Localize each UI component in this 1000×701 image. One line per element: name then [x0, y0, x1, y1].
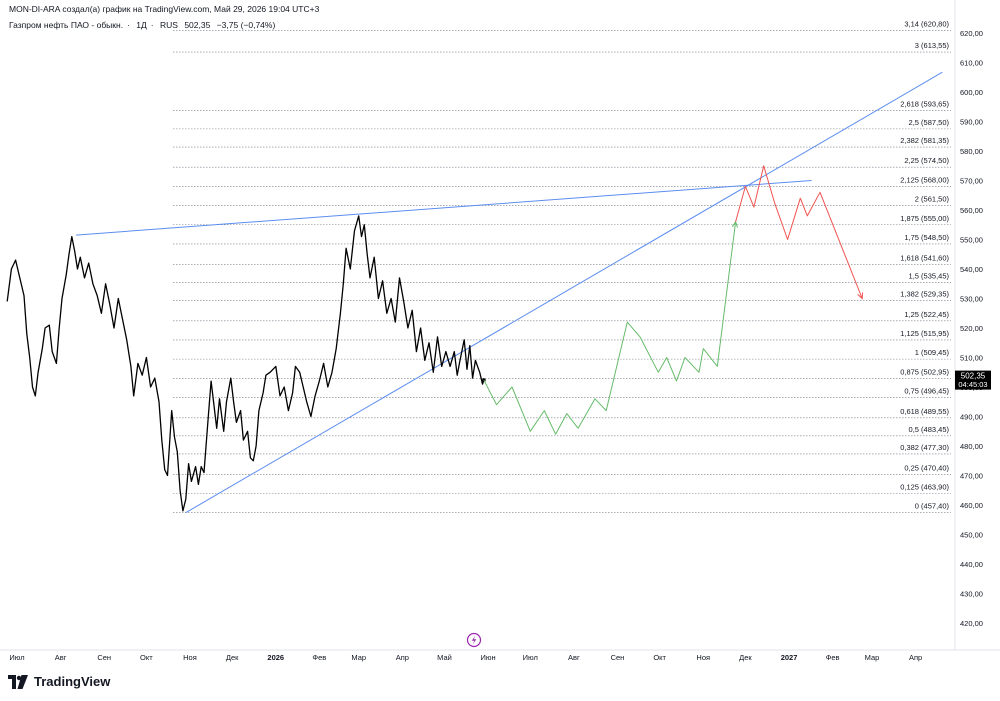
price-tick-label: 450,00 — [960, 531, 983, 540]
price-series — [6, 165, 864, 512]
time-tick-label: Ноя — [183, 653, 197, 662]
fib-level-label: 1,618 (541,60) — [900, 253, 949, 262]
price-tick-label: 620,00 — [960, 29, 983, 38]
price-tick-label: 560,00 — [960, 206, 983, 215]
fib-level-label: 0,618 (489,55) — [900, 407, 949, 416]
time-tick-label: Окт — [140, 653, 153, 662]
trendline[interactable] — [76, 180, 812, 236]
time-tick-label: Мар — [351, 653, 366, 662]
trendlines[interactable] — [76, 71, 943, 514]
price-tick-label: 570,00 — [960, 177, 983, 186]
fib-level-label: 3,14 (620,80) — [904, 20, 949, 29]
fib-level-label: 0 (457,40) — [915, 502, 950, 511]
price-tick-label: 530,00 — [960, 295, 983, 304]
price-line — [6, 215, 485, 512]
time-tick-label: Май — [437, 653, 452, 662]
time-tick-label: Фев — [826, 653, 840, 662]
price-tick-label: 480,00 — [960, 442, 983, 451]
fib-level-label: 0,25 (470,40) — [904, 463, 949, 472]
trendline[interactable] — [185, 71, 943, 514]
fib-level-label: 1,25 (522,45) — [904, 310, 949, 319]
fib-level-label: 2,25 (574,50) — [904, 156, 949, 165]
time-tick-label: Фев — [312, 653, 326, 662]
projection-down-line — [735, 165, 863, 299]
fib-level-label: 1,5 (535,45) — [909, 271, 950, 280]
fib-level-label: 1,75 (548,50) — [904, 233, 949, 242]
fib-level-label: 1,382 (529,35) — [900, 289, 949, 298]
symbol-info: Газпром нефть ПАО - обыкн. · 1Д · RUS 502,… — [9, 20, 276, 30]
time-tick-label: Окт — [653, 653, 666, 662]
time-tick-label: Дек — [226, 653, 239, 662]
last-price-badge-bg — [955, 370, 991, 390]
time-tick-label: Дек — [739, 653, 752, 662]
fib-level-label: 0,382 (477,30) — [900, 443, 949, 452]
symbol-change: −3,75 (−0,74%) — [216, 20, 276, 30]
tradingview-logo-icon — [8, 674, 28, 689]
projection-up-line — [483, 221, 737, 435]
fib-level-label: 3 (613,55) — [915, 41, 950, 50]
price-tick-label: 590,00 — [960, 118, 983, 127]
price-tick-label: 610,00 — [960, 59, 983, 68]
time-tick-label: Июн — [481, 653, 496, 662]
time-axis[interactable]: Июл Авг Сен Окт Ноя Дек 2026 Фев Мар Апр Май Июн Июл… — [0, 649, 1000, 662]
price-tick-label: 440,00 — [960, 560, 983, 569]
symbol-exchange: RUS — [160, 20, 178, 30]
price-tick-label: 520,00 — [960, 324, 983, 333]
fib-level-label: 2 (561,50) — [915, 195, 950, 204]
brand-name: TradingView — [34, 674, 111, 689]
symbol-name[interactable]: Газпром нефть ПАО - обыкн. — [9, 20, 124, 30]
time-tick-label: Июл — [523, 653, 538, 662]
last-price-badge-price: 502,35 — [961, 372, 986, 381]
projection-down-arrowhead — [857, 292, 864, 300]
symbol-interval[interactable]: 1Д — [136, 20, 147, 30]
fib-level-label: 1,125 (515,95) — [900, 329, 949, 338]
price-tick-label: 510,00 — [960, 354, 983, 363]
fib-level-label: 0,125 (463,90) — [900, 482, 949, 491]
price-tick-label: 460,00 — [960, 501, 983, 510]
chart-author-line: MON-DI-ARA создал(а) график на TradingVi… — [9, 4, 320, 14]
fib-level-label: 2,5 (587,50) — [909, 118, 950, 127]
fib-level-label: 0,875 (502,95) — [900, 367, 949, 376]
fib-level-label: 2,382 (581,35) — [900, 136, 949, 145]
price-tick-label: 550,00 — [960, 236, 983, 245]
time-tick-label: Апр — [396, 653, 409, 662]
time-tick-label: Июл — [9, 653, 24, 662]
price-tick-label: 420,00 — [960, 619, 983, 628]
fib-level-label: 2,125 (568,00) — [900, 175, 949, 184]
price-tick-label: 580,00 — [960, 147, 983, 156]
fib-level-label: 0,5 (483,45) — [909, 425, 950, 434]
price-axis[interactable]: 620,00 610,00 600,00 590,00 580,00 570,00 560,… — [954, 0, 983, 650]
time-tick-label: Ноя — [696, 653, 710, 662]
fib-level-label: 1,875 (555,00) — [900, 214, 949, 223]
time-tick-label: Сен — [97, 653, 111, 662]
price-tick-label: 600,00 — [960, 88, 983, 97]
price-tick-label: 490,00 — [960, 413, 983, 422]
time-tick-label: 2026 — [267, 653, 284, 662]
lightning-icon[interactable] — [466, 632, 482, 648]
price-tick-label: 540,00 — [960, 265, 983, 274]
tradingview-logo[interactable]: TradingView — [8, 674, 110, 689]
price-tick-label: 430,00 — [960, 590, 983, 599]
last-price-badge-countdown: 04:45:03 — [958, 380, 987, 389]
time-tick-label: Сен — [611, 653, 625, 662]
symbol-last-price: 502,35 — [184, 20, 211, 30]
time-tick-label: Авг — [568, 653, 580, 662]
time-tick-label: Апр — [909, 653, 922, 662]
fib-level-label: 1 (509,45) — [915, 348, 950, 357]
time-tick-label: Мар — [865, 653, 880, 662]
fib-level-label: 2,618 (593,65) — [900, 100, 949, 109]
fib-extension-levels: 3,14 (620,80) 3 (613,55) 2,618 (593,65) 2,5… — [173, 20, 951, 513]
time-tick-label: Авг — [55, 653, 67, 662]
time-tick-label: 2027 — [781, 653, 798, 662]
last-price-badge: 502,35 04:45:03 — [955, 370, 991, 390]
last-price-dot — [482, 378, 486, 382]
price-tick-label: 470,00 — [960, 472, 983, 481]
fib-level-label: 0,75 (496,45) — [904, 386, 949, 395]
